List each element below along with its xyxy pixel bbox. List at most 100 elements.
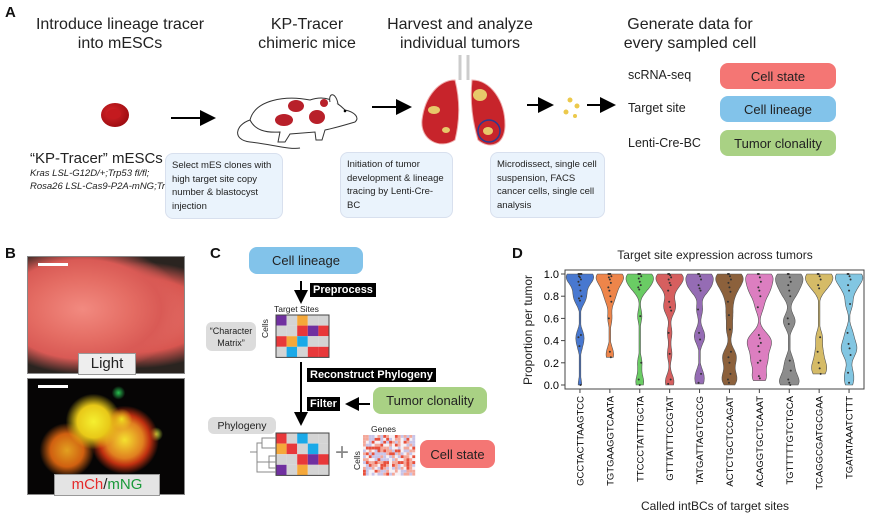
heatmap-cell	[368, 469, 372, 473]
heatmap-cell	[403, 461, 407, 464]
heatmap-cell	[400, 437, 404, 441]
data-point	[609, 295, 612, 298]
data-point	[846, 331, 849, 334]
heatmap-cell	[374, 443, 378, 447]
data-point	[759, 295, 762, 298]
heatmap-cell	[412, 466, 416, 470]
heatmap-cell	[403, 449, 407, 453]
heatmap-cell	[403, 464, 407, 467]
matrix-cell	[307, 433, 319, 444]
matrix-cell	[318, 433, 329, 444]
result-cell-lineage: Cell lineage	[720, 96, 836, 122]
data-point	[578, 345, 581, 348]
step2-title-line2: chimeric mice	[258, 35, 356, 52]
heatmap-cell	[363, 449, 366, 453]
data-point	[729, 350, 732, 353]
heatmap-cell	[383, 452, 387, 456]
violin-GTTTATTTCCGTAT	[655, 273, 684, 386]
heatmap-cell	[380, 472, 384, 476]
heatmap-cell	[368, 435, 372, 438]
data-point	[667, 278, 670, 281]
data-point	[609, 281, 612, 284]
heatmap-cell	[389, 443, 392, 447]
matrix-cell	[276, 433, 287, 444]
data-point	[667, 331, 670, 334]
heatmap-cell	[389, 437, 392, 441]
matrix-cell	[307, 346, 319, 358]
heatmap-cell	[363, 469, 366, 473]
step3-title-line2: individual tumors	[399, 35, 521, 52]
heatmap-cell	[380, 452, 384, 456]
data-point	[579, 384, 582, 386]
data-point	[668, 352, 671, 355]
data-point	[788, 289, 791, 292]
data-point	[757, 273, 760, 275]
heatmap-cell	[392, 440, 395, 444]
heatmap-cell	[380, 443, 384, 447]
heatmap-cell	[389, 446, 392, 450]
note-select-clones: Select mES clones with high target site …	[165, 153, 283, 219]
heatmap-cell	[406, 464, 410, 467]
heatmap-cell	[397, 469, 401, 473]
heatmap-cell	[365, 452, 369, 456]
heatmap-cell	[400, 461, 404, 464]
data-point	[757, 334, 760, 337]
heatmap-cell	[400, 472, 404, 476]
lung-fluorescence-photo: mCh/mNG	[27, 378, 185, 496]
y-tick-label: 1.0	[544, 269, 559, 281]
x-tick-label: TTCCCTATTTGCTA	[635, 395, 646, 482]
heatmap-cell	[406, 446, 410, 450]
heatmap-cell	[394, 461, 398, 464]
heatmap-cell	[400, 464, 404, 467]
step4-title-line2: every sampled cell	[623, 35, 757, 52]
heatmap-cell	[365, 472, 369, 476]
data-point	[847, 342, 850, 345]
data-point	[609, 356, 612, 359]
data-point	[667, 382, 670, 385]
data-point	[697, 308, 700, 311]
y-tick-label: 0.2	[544, 358, 559, 370]
matrix-cell	[286, 315, 298, 326]
heatmap-cell	[377, 472, 381, 476]
matrix-cell	[307, 464, 319, 476]
heatmap-cell	[389, 455, 392, 459]
preprocess-step: Preprocess	[310, 283, 376, 297]
heatmap-cell	[406, 472, 410, 476]
heatmap-cell	[392, 466, 395, 470]
data-point	[818, 275, 821, 278]
heatmap-cell	[368, 443, 372, 447]
heatmap-cell	[363, 461, 366, 464]
matrix-cell	[276, 346, 287, 358]
heatmap-cell	[392, 435, 395, 438]
data-point	[819, 372, 822, 375]
heatmap-cell	[397, 437, 401, 441]
y-tick-label: 0.6	[544, 313, 559, 325]
data-point	[759, 359, 762, 362]
matrix-cell	[307, 454, 319, 465]
heatmap-cell	[409, 472, 413, 476]
heatmap-cell	[371, 455, 375, 459]
data-point	[817, 361, 820, 364]
heatmap-cell	[397, 440, 401, 444]
heatmap-cell	[394, 437, 398, 441]
heatmap-cell	[409, 452, 413, 456]
matrix-cell	[318, 325, 329, 337]
y-tick-label: 0.0	[544, 380, 559, 392]
heatmap-cell	[409, 464, 413, 467]
heatmap-cell	[412, 446, 416, 450]
heatmap-cell	[406, 458, 410, 462]
matrix-cell	[297, 336, 308, 347]
data-point	[728, 275, 731, 278]
heatmap-cell	[409, 435, 413, 438]
data-point	[610, 300, 613, 303]
data-point	[640, 275, 643, 278]
violin-GCCTACTTAAGTCC	[565, 273, 595, 386]
data-point	[787, 284, 790, 287]
heatmap-cell	[365, 469, 369, 473]
heatmap-cell	[389, 452, 392, 456]
data-point	[609, 273, 612, 275]
matrix-cell	[307, 325, 319, 337]
heatmap-cell	[383, 446, 387, 450]
heatmap-cell	[380, 449, 384, 453]
